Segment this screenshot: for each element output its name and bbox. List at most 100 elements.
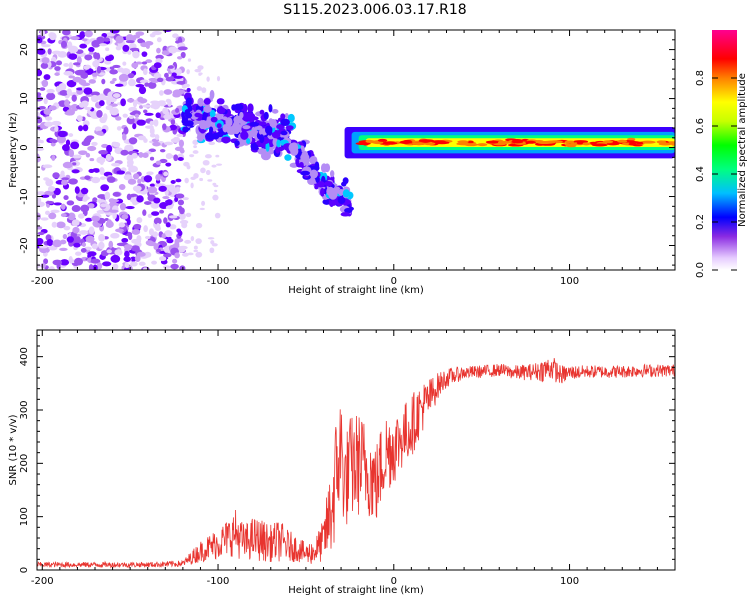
spectrogram-cell xyxy=(121,214,129,220)
spectrogram-cell xyxy=(52,239,62,248)
spectrogram-cell xyxy=(165,230,172,238)
spectrogram-cell xyxy=(108,198,115,203)
spectrogram-cell xyxy=(112,77,117,82)
spectrogram-cell xyxy=(49,32,57,41)
spectrogram-cell xyxy=(56,60,63,66)
spectrogram-cell xyxy=(37,231,45,236)
spectrogram-cell xyxy=(68,178,78,185)
spectrogram-cell xyxy=(153,62,162,69)
spectrogram-cell xyxy=(64,110,75,116)
spectrogram-cell xyxy=(124,144,134,153)
spectrogram-peak xyxy=(477,143,488,147)
spectrogram-cell xyxy=(169,124,178,131)
spectrogram-cell xyxy=(130,261,138,267)
spectrogram-cell xyxy=(197,97,204,107)
spectrogram-cell xyxy=(37,111,41,117)
spectrogram-cell xyxy=(155,112,161,119)
spectrogram-cell xyxy=(143,138,148,143)
spectrogram-cell xyxy=(115,228,124,233)
spectrogram-cell xyxy=(168,46,178,54)
spectrogram-cell xyxy=(60,213,67,218)
spectrogram-cell xyxy=(288,142,299,153)
spectrogram-cell xyxy=(144,201,152,205)
spectrogram-cell xyxy=(99,167,105,175)
spectrogram-cell xyxy=(280,118,290,127)
spectrogram-cell xyxy=(265,142,270,152)
spectrogram-cell xyxy=(69,92,79,97)
spectrogram-cell xyxy=(84,54,93,61)
snr-axes: -200 -100 0 100 0 100 200 300 400 xyxy=(19,330,676,587)
spectrogram-cell xyxy=(37,143,41,147)
spectrogram-y-tick-label: 0 xyxy=(19,144,30,150)
spectrogram-cell xyxy=(61,177,70,181)
spectrogram-peak xyxy=(537,141,552,145)
spectrogram-cell xyxy=(61,144,70,152)
spectrogram-cell xyxy=(176,56,183,60)
spectrogram-cell xyxy=(145,125,154,129)
snr-y-tick-label: 0 xyxy=(19,567,30,573)
spectrogram-cell xyxy=(76,56,82,65)
spectrogram-cell xyxy=(68,62,73,70)
spectrogram-cell xyxy=(108,240,114,249)
spectrogram-cell xyxy=(320,187,325,197)
spectrogram-cell xyxy=(112,263,119,270)
spectrogram-cell xyxy=(328,189,338,200)
spectrogram-cell xyxy=(48,212,57,220)
spectrogram-cell xyxy=(149,133,156,138)
spectrogram-cell xyxy=(150,79,159,83)
spectrogram-cell xyxy=(209,89,215,100)
spectrogram-cell xyxy=(81,38,88,42)
spectrogram-cell xyxy=(193,145,197,149)
spectrogram-cell xyxy=(60,203,66,210)
spectrogram-cell xyxy=(143,109,148,114)
spectrogram-cell xyxy=(250,142,257,151)
spectrogram-cell xyxy=(242,125,251,130)
spectrogram-cell xyxy=(155,160,162,165)
spectrogram-cell xyxy=(190,182,194,189)
spectrogram-y-tick-label: 20 xyxy=(19,43,30,56)
spectrogram-x-tick-label: -200 xyxy=(31,276,54,287)
spectrogram-cell xyxy=(125,40,135,44)
spectrogram-cell xyxy=(324,180,333,187)
spectrogram-cell xyxy=(120,98,126,107)
spectrogram-cell xyxy=(79,31,86,39)
spectrogram-cell xyxy=(37,197,42,203)
spectrogram-cell xyxy=(142,104,151,108)
spectrogram-cell xyxy=(131,152,138,159)
spectrogram-cell xyxy=(87,251,97,257)
spectrogram-cell xyxy=(91,72,98,77)
spectrogram-cell xyxy=(37,139,42,144)
spectrogram-cell xyxy=(51,120,62,126)
spectrogram-cell xyxy=(70,104,77,110)
spectrogram-cell xyxy=(174,68,182,76)
spectrogram-cell xyxy=(126,218,131,226)
spectrogram-cell xyxy=(133,223,142,230)
spectrogram-cell xyxy=(202,159,210,166)
spectrogram-cell xyxy=(163,114,172,120)
spectrogram-cell xyxy=(106,144,113,153)
spectrogram-cell xyxy=(149,127,155,135)
spectrogram-cell xyxy=(60,170,65,177)
spectrogram-cell xyxy=(106,219,112,226)
spectrogram-cell xyxy=(47,185,56,192)
spectrogram-cell xyxy=(41,44,51,48)
spectrogram-y-tick-label: -20 xyxy=(19,237,30,253)
spectrogram-cell xyxy=(130,245,140,252)
spectrogram-cell xyxy=(214,212,221,219)
spectrogram-cell xyxy=(130,256,137,262)
spectrogram-cell xyxy=(97,209,104,214)
spectrogram-cell xyxy=(56,135,67,144)
spectrogram-cell xyxy=(103,96,110,101)
spectrogram-cell xyxy=(63,63,70,67)
spectrogram-cell xyxy=(84,175,91,180)
spectrogram-peak xyxy=(497,140,512,144)
spectrogram-cell xyxy=(159,90,164,96)
spectrogram-cell xyxy=(70,141,80,150)
spectrogram-cell xyxy=(162,195,170,200)
spectrogram-cell xyxy=(226,126,237,135)
spectrogram-cell xyxy=(71,154,82,159)
spectrogram-peak xyxy=(564,142,571,146)
spectrogram-cell xyxy=(198,72,203,75)
spectrogram-cell xyxy=(98,233,106,242)
spectrogram-cell xyxy=(197,65,204,70)
